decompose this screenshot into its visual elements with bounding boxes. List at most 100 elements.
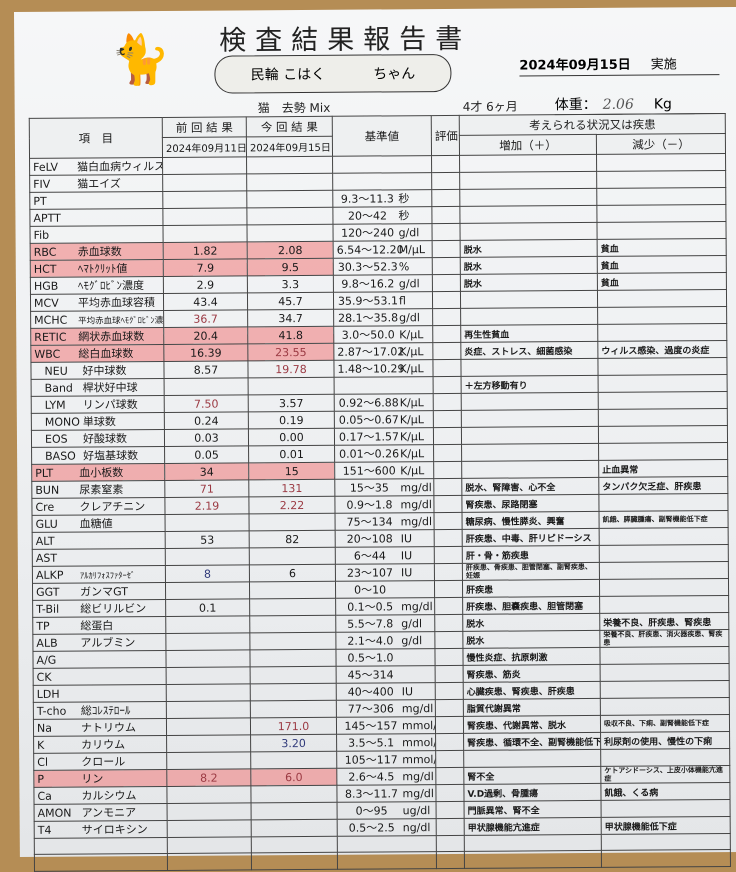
curr-value: 41.8 [278,328,303,341]
ref-unit: g/dl [401,634,422,647]
ref-range: 151～600 [338,462,400,478]
prev-value: 2.19 [195,499,220,512]
curr-value: 34.7 [278,311,303,324]
item-name: ﾍﾏﾄｸﾘｯﾄ値 [78,262,128,275]
ref-unit: mg/dl [401,515,433,528]
col-increase: 増加（＋） [459,134,596,155]
increase-cause: 肝疾患、中毒、肝リピドーシス [466,533,592,544]
curr-value: 3.20 [281,736,306,749]
ref-unit: K/μL [400,413,424,426]
prev-value: 20.4 [193,329,218,342]
ref-range: 120～240 [336,224,398,240]
prev-value: 36.7 [193,312,218,325]
item-code: PT [33,194,77,207]
item-name: 総白血球数 [78,347,133,360]
curr-value: 19.78 [275,362,307,375]
col-prev-date: 2024年09月11日 [162,137,246,158]
item-name: 好中球数 [82,364,126,377]
ref-unit: mmol/l [402,753,436,766]
ref-range: 6～44 [339,547,401,563]
prev-value: 0.05 [194,448,219,461]
item-code: Cre [35,501,79,514]
curr-value: 0.01 [279,447,304,460]
decrease-cause: 飢餓、膵臓腫瘍、副腎機能低下症 [603,515,708,524]
item-code: HCT [34,263,78,276]
ref-range: 0.01～0.26 [338,445,400,461]
decrease-cause: 吸収不良、下痢、副腎機能低下症 [604,719,709,728]
ref-unit: K/μL [399,362,423,375]
increase-cause: 慢性炎症、抗原刺激 [466,653,547,664]
report-title: 検査結果報告書 [219,17,471,58]
increase-cause: V.D過剰、骨腫瘍 [467,789,538,799]
prev-value: 1.82 [193,244,218,257]
decrease-cause: 甲状腺機能低下症 [605,822,677,833]
ref-range: 3.0～50.0 [337,326,399,342]
ref-unit: mg/dl [400,481,432,494]
item-name: 総ｺﾚｽﾃﾛｰﾙ [81,704,131,717]
prev-value: 16.39 [190,346,222,359]
ref-unit: K/μL [399,328,423,341]
prev-value: 53 [200,533,214,546]
decrease-cause: ケトアシドーシス、上皮小体機能亢進症 [604,766,723,783]
item-name: 好塩基球数 [83,449,138,462]
ref-range: 5.5～7.8 [339,615,401,631]
prev-value: 0.1 [199,601,217,614]
ref-unit: K/μL [399,345,423,358]
ref-range: 145～157 [340,717,402,733]
increase-cause: 脱水、腎障害、心不全 [465,483,555,494]
ref-range: 0～95 [341,802,403,818]
col-item: 項 目 [29,117,162,158]
col-prev: 前 回 結 果 [162,117,246,138]
ref-unit: mmol/l [402,719,436,732]
ref-range: 0～10 [339,581,401,597]
ref-unit: 秒 [398,209,409,222]
curr-value: 6 [289,567,296,580]
item-code: T4 [38,824,82,837]
col-decrease: 減少（－） [596,134,725,155]
item-name: カルシウム [81,789,136,802]
ref-range: 35.9～53.1 [337,292,399,308]
ref-range: 1.48～10.29 [337,360,399,376]
decrease-cause: 止血異常 [602,465,638,475]
curr-value: 23.55 [275,345,307,358]
curr-value: 2.08 [278,243,303,256]
ref-range: 105～117 [340,751,402,767]
ref-range: 40～400 [340,683,402,699]
ref-range: 0.17～1.57 [338,428,400,444]
ref-unit: IU [401,549,412,562]
honorific: ちゃん [373,63,415,83]
increase-cause: 脂質代謝異常 [467,704,521,714]
item-name: 赤血球数 [78,245,122,258]
item-code: EOS [45,433,83,446]
ref-range: 45～314 [340,666,402,682]
item-name: 平均赤血球容積 [78,296,155,310]
cat-logo-icon: 🐈 [110,31,170,88]
results-table: 項 目 前 回 結 果 今 回 結 果 基準値 評価 考えられる状況又は疾患 2… [29,113,731,872]
ref-range: 30.3～52.3 [337,258,399,274]
col-curr-date: 2024年09月15日 [246,136,332,157]
curr-value: 45.7 [278,294,303,307]
item-code: ALB [36,637,80,650]
item-name: ﾍﾓｸﾞﾛﾋﾞﾝ濃度 [78,279,144,292]
prev-value: 7.9 [196,261,214,274]
prev-value: 71 [200,482,214,495]
item-name: 桿状好中球 [83,381,138,394]
increase-cause: ＋左方移動有り [465,381,528,391]
increase-cause: 腎疾患、循環不全、副腎機能低下症 [467,737,601,748]
ref-unit: % [399,260,410,273]
prev-value: 34 [200,465,214,478]
patient-name: 民輪 こはく [251,64,326,85]
item-code: T-Bil [36,603,80,616]
increase-cause: 脱水 [464,262,482,272]
ref-unit: K/μL [400,464,424,477]
curr-value: 9.5 [281,261,299,274]
item-name: 単球数 [83,415,116,428]
prev-value: 8 [204,567,211,580]
curr-value: 15 [285,465,299,478]
item-code: CK [37,670,81,683]
prev-value: 2.9 [197,278,215,291]
ref-range: 0.5～2.5 [341,819,403,835]
decrease-cause: 飢餓、くる病 [604,788,658,798]
prev-value: 8.57 [194,363,219,376]
increase-cause: 腎疾患、筋炎 [467,670,521,680]
